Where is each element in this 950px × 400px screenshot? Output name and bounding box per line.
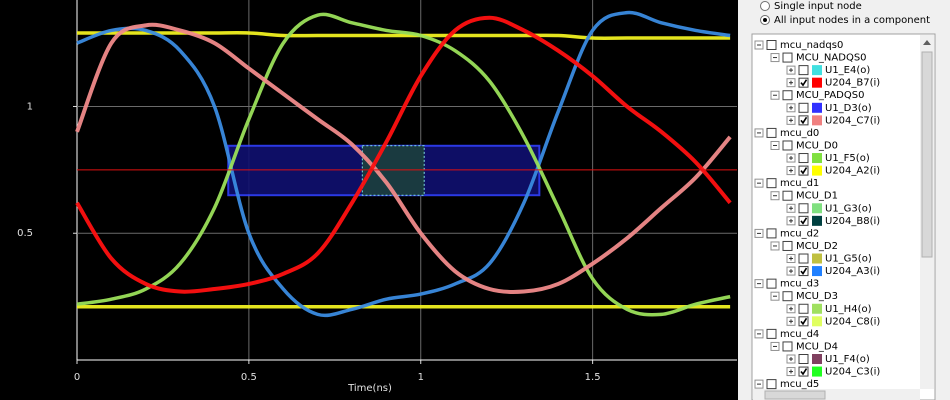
tree-label[interactable]: U204_A3(i) bbox=[825, 266, 880, 277]
checkbox[interactable] bbox=[782, 190, 793, 201]
tree-label[interactable]: mcu_d3 bbox=[780, 279, 819, 290]
tree-label[interactable]: U1_E4(o) bbox=[825, 65, 870, 76]
color-swatch bbox=[812, 77, 822, 88]
scroll-thumb[interactable] bbox=[921, 51, 933, 258]
tree-label[interactable]: MCU_D4 bbox=[796, 341, 838, 352]
checkbox[interactable] bbox=[798, 102, 809, 113]
checkbox[interactable] bbox=[782, 90, 793, 101]
checkbox[interactable] bbox=[798, 153, 809, 164]
tree-label[interactable]: U1_F5(o) bbox=[825, 153, 870, 164]
color-swatch bbox=[812, 316, 822, 327]
color-swatch bbox=[812, 115, 822, 126]
color-swatch bbox=[812, 303, 822, 314]
tree-label[interactable]: U1_F4(o) bbox=[825, 354, 870, 365]
check-mark bbox=[800, 116, 808, 125]
checkbox[interactable] bbox=[766, 328, 777, 339]
radio-label: All input nodes in a component bbox=[774, 15, 930, 26]
tree-label[interactable]: MCU_PADQS0 bbox=[796, 90, 864, 101]
tree-label[interactable]: mcu_d5 bbox=[780, 379, 819, 390]
tree-label[interactable]: MCU_D1 bbox=[796, 191, 838, 202]
waveform bbox=[75, 22, 732, 295]
checkbox[interactable] bbox=[766, 278, 777, 289]
checkbox[interactable] bbox=[798, 165, 809, 176]
checkbox[interactable] bbox=[798, 115, 809, 126]
checkbox[interactable] bbox=[782, 240, 793, 251]
radio-button[interactable] bbox=[760, 1, 770, 11]
tree-label[interactable]: U204_B8(i) bbox=[825, 216, 880, 227]
checkbox[interactable] bbox=[798, 366, 809, 377]
y-tick-label: 0.5 bbox=[17, 228, 33, 239]
waveform bbox=[76, 10, 731, 318]
tree-label[interactable]: mcu_d2 bbox=[780, 228, 819, 239]
checkbox[interactable] bbox=[798, 65, 809, 76]
tree-label[interactable]: mcu_d0 bbox=[780, 128, 819, 139]
checkbox[interactable] bbox=[798, 266, 809, 277]
horizontal-scrollbar[interactable] bbox=[753, 389, 920, 400]
x-tick-label: 1 bbox=[418, 372, 424, 383]
y-tick-label: 1 bbox=[27, 101, 33, 112]
tree-label[interactable]: MCU_NADQS0 bbox=[796, 53, 867, 64]
checkbox[interactable] bbox=[766, 379, 777, 390]
checkbox[interactable] bbox=[798, 77, 809, 88]
waveform bbox=[75, 15, 732, 294]
checkbox[interactable] bbox=[766, 178, 777, 189]
tree-label[interactable]: U204_C3(i) bbox=[825, 367, 880, 378]
checkbox[interactable] bbox=[782, 341, 793, 352]
check-mark bbox=[800, 317, 808, 326]
checkbox[interactable] bbox=[798, 303, 809, 314]
scroll-up[interactable] bbox=[923, 40, 931, 45]
plot-background bbox=[0, 0, 738, 400]
color-swatch bbox=[812, 65, 822, 76]
x-tick-label: 1.5 bbox=[585, 372, 601, 383]
checkbox[interactable] bbox=[798, 316, 809, 327]
tree-label[interactable]: U1_H4(o) bbox=[825, 304, 872, 315]
h-scroll-thumb[interactable] bbox=[764, 390, 826, 400]
x-tick-label: 0.5 bbox=[241, 372, 257, 383]
radio-dot bbox=[763, 18, 767, 22]
checkbox[interactable] bbox=[766, 228, 777, 239]
checkbox[interactable] bbox=[798, 253, 809, 264]
tree-label[interactable]: U204_C7(i) bbox=[825, 115, 880, 126]
checkbox[interactable] bbox=[798, 203, 809, 214]
color-swatch bbox=[812, 366, 822, 377]
tree-label[interactable]: MCU_D0 bbox=[796, 140, 838, 151]
tree-label[interactable]: U1_D3(o) bbox=[825, 103, 872, 114]
checkbox[interactable] bbox=[798, 354, 809, 364]
color-swatch bbox=[812, 253, 822, 264]
check-mark bbox=[800, 217, 808, 225]
check-mark bbox=[800, 368, 808, 376]
tree-label[interactable]: U204_C8(i) bbox=[825, 316, 880, 327]
color-swatch bbox=[812, 354, 822, 364]
waveform bbox=[76, 12, 731, 317]
checkbox[interactable] bbox=[782, 140, 793, 151]
x-tick-label: 0 bbox=[74, 372, 80, 383]
checkbox[interactable] bbox=[782, 52, 793, 63]
radio-label: Single input node bbox=[774, 1, 862, 12]
tree-label[interactable]: U1_G3(o) bbox=[825, 203, 872, 214]
tree-label[interactable]: U1_G5(o) bbox=[825, 254, 872, 265]
tree-label[interactable]: mcu_d1 bbox=[780, 178, 819, 189]
eye-probe bbox=[361, 145, 425, 196]
color-swatch bbox=[812, 266, 822, 277]
tree-label[interactable]: U204_B7(i) bbox=[825, 78, 880, 89]
tree-label[interactable]: MCU_D3 bbox=[796, 291, 838, 302]
check-mark bbox=[800, 79, 808, 87]
check-mark bbox=[800, 167, 808, 175]
checkbox[interactable] bbox=[798, 215, 809, 226]
checkbox[interactable] bbox=[766, 127, 777, 138]
x-axis-label: Time(ns) bbox=[347, 383, 392, 394]
color-swatch bbox=[812, 203, 822, 214]
tree-label[interactable]: mcu_nadqs0 bbox=[780, 40, 843, 51]
color-swatch bbox=[812, 165, 822, 176]
check-mark bbox=[800, 267, 808, 275]
color-swatch bbox=[812, 102, 822, 113]
checkbox[interactable] bbox=[782, 291, 793, 302]
tree-label[interactable]: mcu_d4 bbox=[780, 329, 819, 340]
tree-label[interactable]: MCU_D2 bbox=[796, 241, 838, 252]
color-swatch bbox=[812, 215, 822, 226]
color-swatch bbox=[812, 153, 822, 164]
checkbox[interactable] bbox=[766, 40, 777, 50]
tree-label[interactable]: U204_A2(i) bbox=[825, 166, 880, 177]
